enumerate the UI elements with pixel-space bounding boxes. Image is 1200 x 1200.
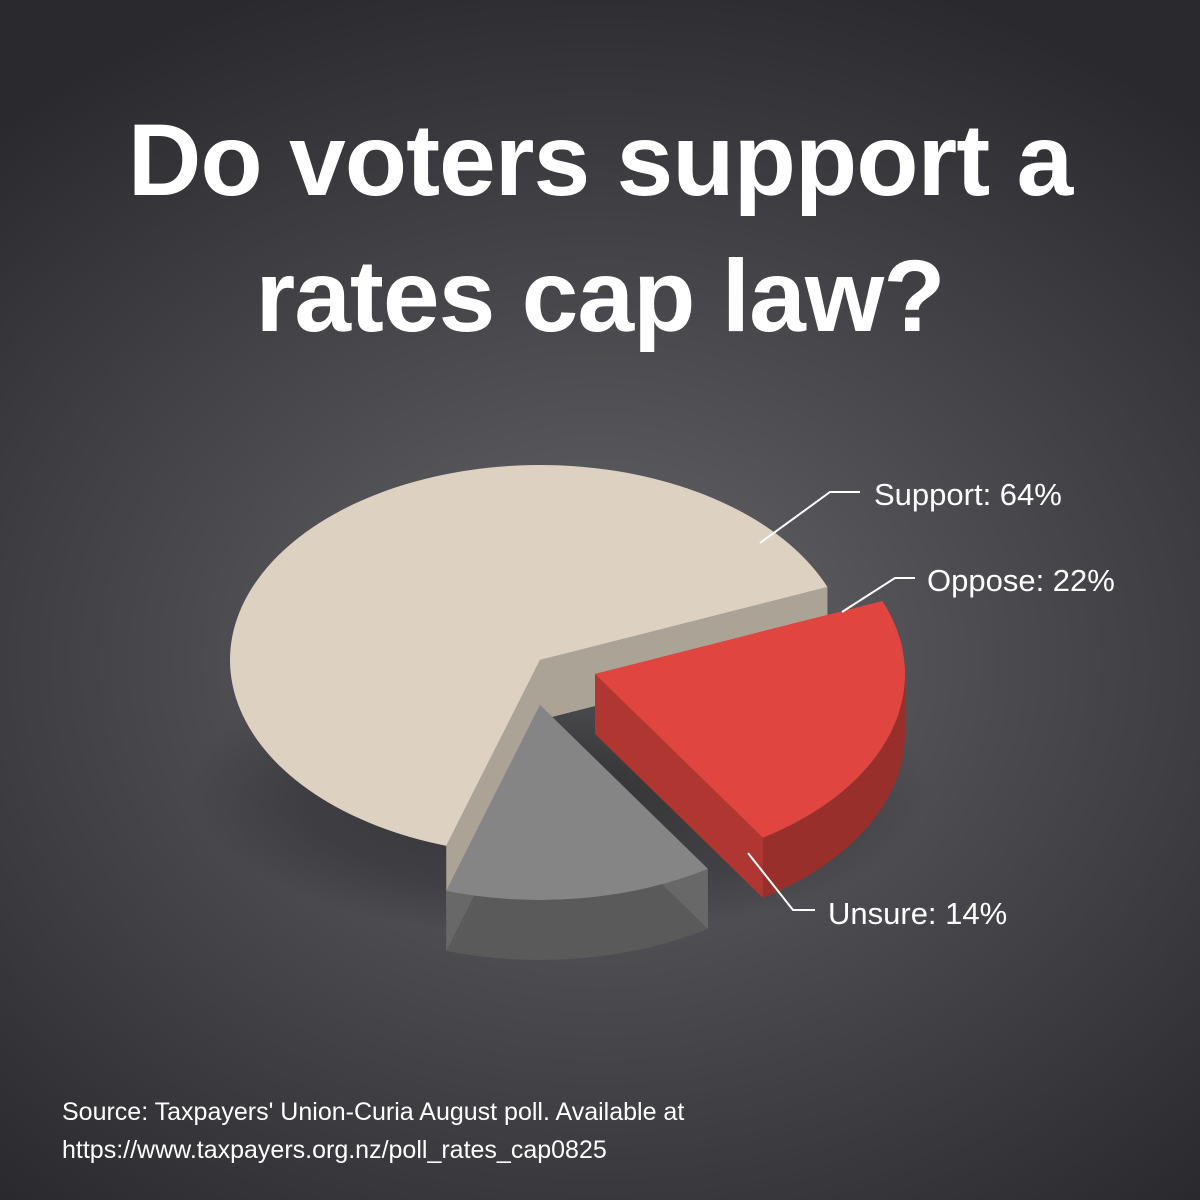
source-note: Source: Taxpayers' Union-Curia August po… xyxy=(62,1093,684,1169)
pie-labels: Support: 64% Oppose: 22% Unsure: 14% xyxy=(747,477,1115,931)
source-line-2: https://www.taxpayers.org.nz/poll_rates_… xyxy=(62,1136,607,1164)
chart-title-line-2: rates cap law? xyxy=(255,239,946,353)
source-line-1: Source: Taxpayers' Union-Curia August po… xyxy=(62,1098,685,1126)
pie-slice-unsure xyxy=(446,705,708,900)
pie-slice-oppose xyxy=(595,600,905,838)
chart-title-line-1: Do voters support a xyxy=(127,103,1073,217)
chart-title: Do voters support a rates cap law? xyxy=(0,92,1200,364)
pie-slice-oppose-cut-end xyxy=(595,674,763,898)
support-leader-line xyxy=(759,491,860,544)
support-label: Support: 64% xyxy=(874,477,1062,512)
unsure-leader-line xyxy=(747,852,815,911)
pie-slices xyxy=(230,465,905,960)
oppose-label: Oppose: 22% xyxy=(927,563,1115,598)
unsure-label: Unsure: 14% xyxy=(828,896,1007,931)
pie-slice-support xyxy=(230,465,828,846)
pie-slice-unsure-side xyxy=(446,868,708,960)
oppose-leader-line xyxy=(841,577,915,613)
pie-slice-oppose-side xyxy=(762,674,905,898)
